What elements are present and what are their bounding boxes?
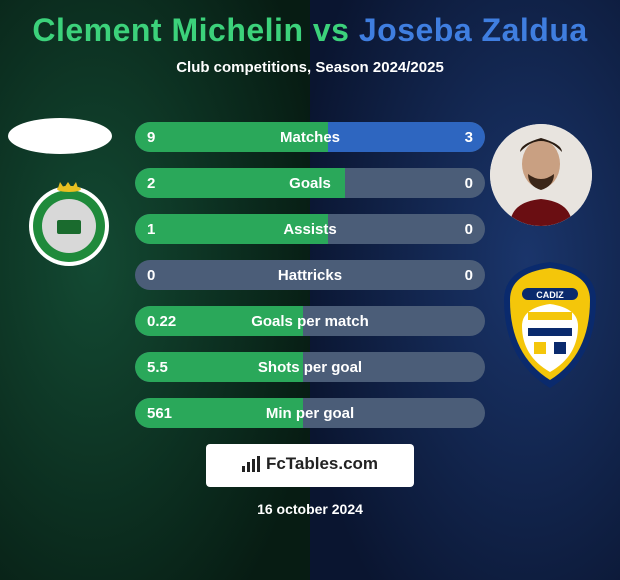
stat-row: 561Min per goal — [135, 398, 485, 428]
stat-label: Goals per match — [135, 313, 485, 330]
club-right-badge: CADIZ — [498, 260, 602, 390]
stat-label: Assists — [135, 221, 485, 238]
player-left-photo — [8, 118, 112, 154]
subtitle: Club competitions, Season 2024/2025 — [0, 59, 620, 76]
stat-value-right: 0 — [465, 175, 473, 192]
stat-value-right: 0 — [465, 267, 473, 284]
svg-text:CADIZ: CADIZ — [536, 290, 564, 300]
comparison-title: Clement Michelin vs Joseba Zaldua — [0, 12, 620, 49]
stat-label: Shots per goal — [135, 359, 485, 376]
stat-label: Min per goal — [135, 405, 485, 422]
stat-row: 2Goals0 — [135, 168, 485, 198]
title-player-right: Joseba Zaldua — [359, 12, 588, 48]
date-text: 16 october 2024 — [0, 501, 620, 517]
brand-box: FcTables.com — [206, 444, 414, 487]
footer: FcTables.com 16 october 2024 — [0, 444, 620, 517]
brand-chart-icon — [242, 456, 260, 472]
player-right-photo — [490, 124, 592, 226]
title-vs: vs — [303, 12, 358, 48]
stat-label: Hattricks — [135, 267, 485, 284]
stat-value-right: 3 — [465, 129, 473, 146]
title-player-left: Clement Michelin — [32, 12, 303, 48]
stat-label: Goals — [135, 175, 485, 192]
stat-bars: 9Matches32Goals01Assists00Hattricks00.22… — [135, 122, 485, 444]
stat-row: 0.22Goals per match — [135, 306, 485, 336]
stat-label: Matches — [135, 129, 485, 146]
stat-row: 9Matches3 — [135, 122, 485, 152]
stat-row: 1Assists0 — [135, 214, 485, 244]
stat-row: 0Hattricks0 — [135, 260, 485, 290]
stat-row: 5.5Shots per goal — [135, 352, 485, 382]
stat-value-right: 0 — [465, 221, 473, 238]
brand-text: FcTables.com — [266, 454, 378, 474]
club-left-badge — [24, 178, 114, 268]
brand-text-wrap: FcTables.com — [242, 454, 378, 474]
